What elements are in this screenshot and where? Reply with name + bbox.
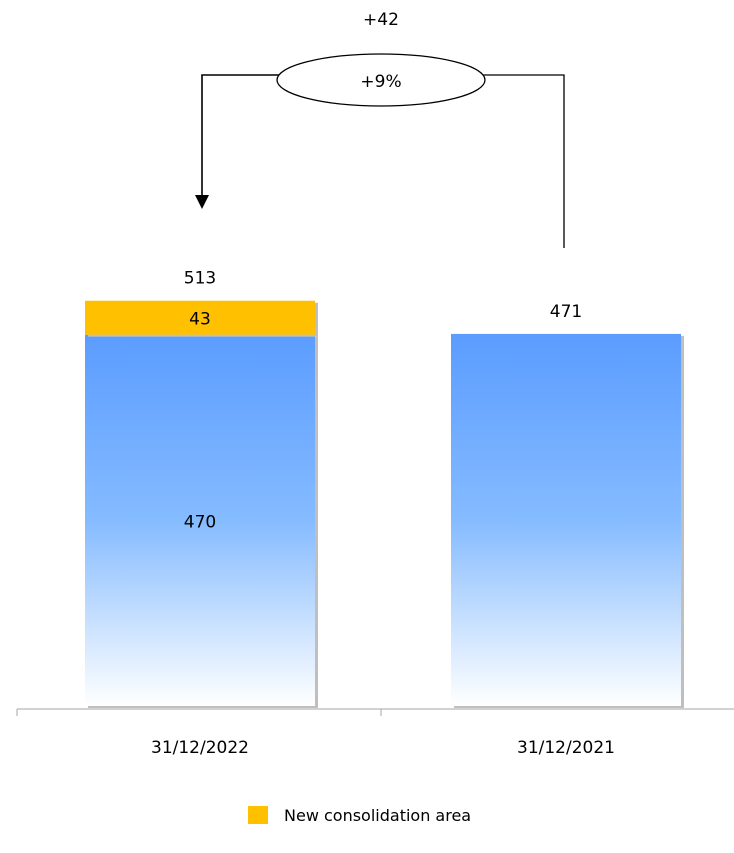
arrow-down-icon [195,195,209,209]
legend-swatch-new-consolidation [248,806,268,824]
variation-delta: +42 [363,10,399,30]
bar-base-31-12-2021 [451,333,681,706]
total-label-31-12-2021: 471 [550,302,582,322]
x-tick-label-31-12-2022: 31/12/2022 [151,738,249,758]
bar-base-31-12-2022 [85,334,315,706]
variation-percent: +9% [360,72,401,92]
variation-ellipse [276,53,486,107]
x-tick-label-31-12-2021: 31/12/2021 [517,738,615,758]
connector-left-line [201,74,280,197]
segment-label-new-31-12-2022: 43 [189,310,211,330]
segment-label-base-31-12-2022: 470 [184,512,216,532]
variation-connector: +9% +42 [195,10,565,248]
legend-label-new-consolidation: New consolidation area [284,806,471,825]
total-label-31-12-2022: 513 [184,269,216,289]
connector-right-line [483,74,565,248]
legend: New consolidation area [248,806,471,825]
bar-new-consolidation-31-12-2022 [85,300,315,335]
